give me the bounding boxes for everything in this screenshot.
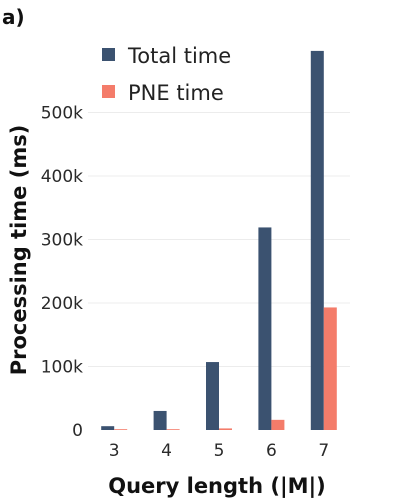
y-tick-label: 200k bbox=[41, 294, 83, 314]
y-tick-label: 0 bbox=[72, 421, 83, 441]
y-tick-label: 500k bbox=[41, 104, 83, 124]
bar-pne-3 bbox=[114, 429, 128, 430]
legend-label: PNE time bbox=[128, 81, 224, 105]
x-tick-label: 3 bbox=[109, 441, 120, 461]
x-axis-ticks: 3 4 5 6 7 bbox=[109, 441, 329, 461]
panel-label: a) bbox=[2, 5, 25, 29]
bar-pne-7 bbox=[323, 307, 337, 430]
legend-swatch bbox=[102, 85, 115, 98]
grid bbox=[88, 112, 350, 367]
bar-pne-6 bbox=[271, 419, 285, 430]
bar-total-6 bbox=[258, 227, 272, 430]
bar-pne-5 bbox=[219, 428, 232, 430]
x-tick-label: 4 bbox=[161, 441, 172, 461]
bars bbox=[101, 50, 337, 430]
y-axis-title: Processing time (ms) bbox=[7, 125, 31, 376]
x-tick-label: 7 bbox=[318, 441, 329, 461]
bar-total-5 bbox=[206, 362, 219, 430]
legend-label: Total time bbox=[127, 44, 231, 68]
bar-total-7 bbox=[310, 50, 324, 430]
x-tick-label: 6 bbox=[266, 441, 277, 461]
x-axis-title: Query length (|M|) bbox=[108, 474, 326, 499]
legend-swatch bbox=[102, 48, 115, 61]
bar-pne-4 bbox=[166, 429, 180, 430]
y-axis-ticks: 0 100k 200k 300k 400k 500k bbox=[41, 104, 83, 442]
y-tick-label: 100k bbox=[41, 358, 83, 378]
bar-total-3 bbox=[101, 426, 115, 430]
x-tick-label: 5 bbox=[214, 441, 225, 461]
y-tick-label: 400k bbox=[41, 167, 83, 187]
y-tick-label: 300k bbox=[41, 231, 83, 251]
bar-total-4 bbox=[153, 410, 167, 430]
legend: Total time PNE time bbox=[102, 44, 231, 105]
